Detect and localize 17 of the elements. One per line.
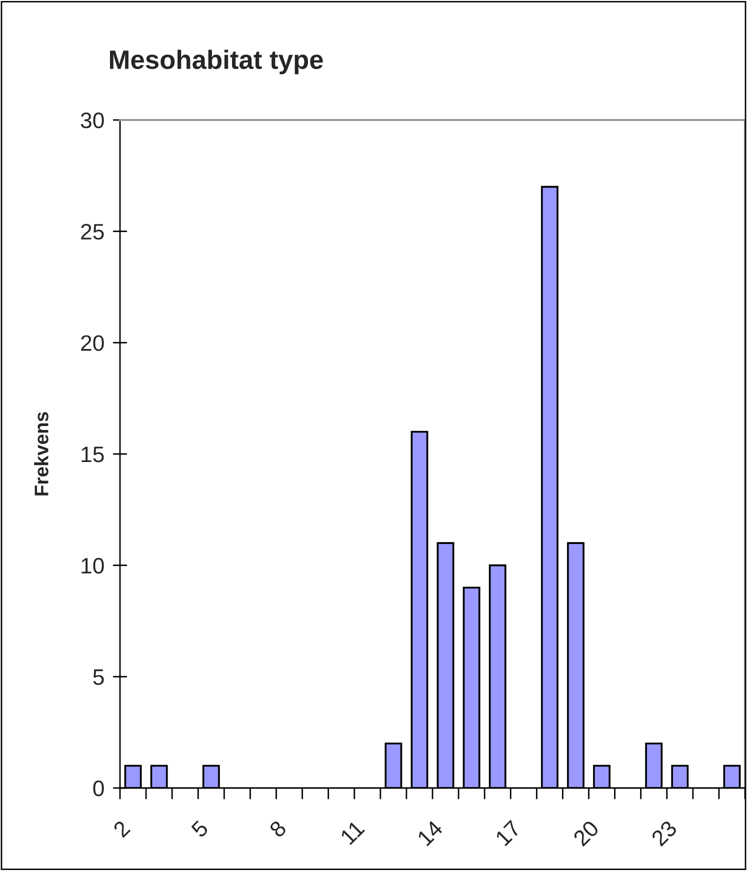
x-tick-label: 17 bbox=[494, 820, 522, 846]
chart-title: Mesohabitat type bbox=[110, 50, 323, 74]
x-tick-label: 5 bbox=[190, 820, 210, 838]
x-tick-label: 23 bbox=[650, 820, 678, 847]
y-tick-label: 0 bbox=[93, 780, 104, 796]
y-axis-title: Frekvens bbox=[34, 412, 48, 496]
y-tick-label: 20 bbox=[81, 335, 104, 351]
x-tick-label: 11 bbox=[340, 820, 365, 846]
x-tick-label: 8 bbox=[268, 820, 288, 838]
y-tick-label: 10 bbox=[82, 558, 104, 574]
x-tick-label: 2 bbox=[112, 820, 131, 838]
y-tick-label: 15 bbox=[82, 446, 104, 462]
y-tick-label: 5 bbox=[93, 669, 104, 685]
y-tick-label: 25 bbox=[81, 224, 104, 240]
y-tick-label: 30 bbox=[80, 112, 104, 128]
x-tick-label: 14 bbox=[416, 820, 444, 846]
x-tick-label: 20 bbox=[572, 820, 600, 847]
